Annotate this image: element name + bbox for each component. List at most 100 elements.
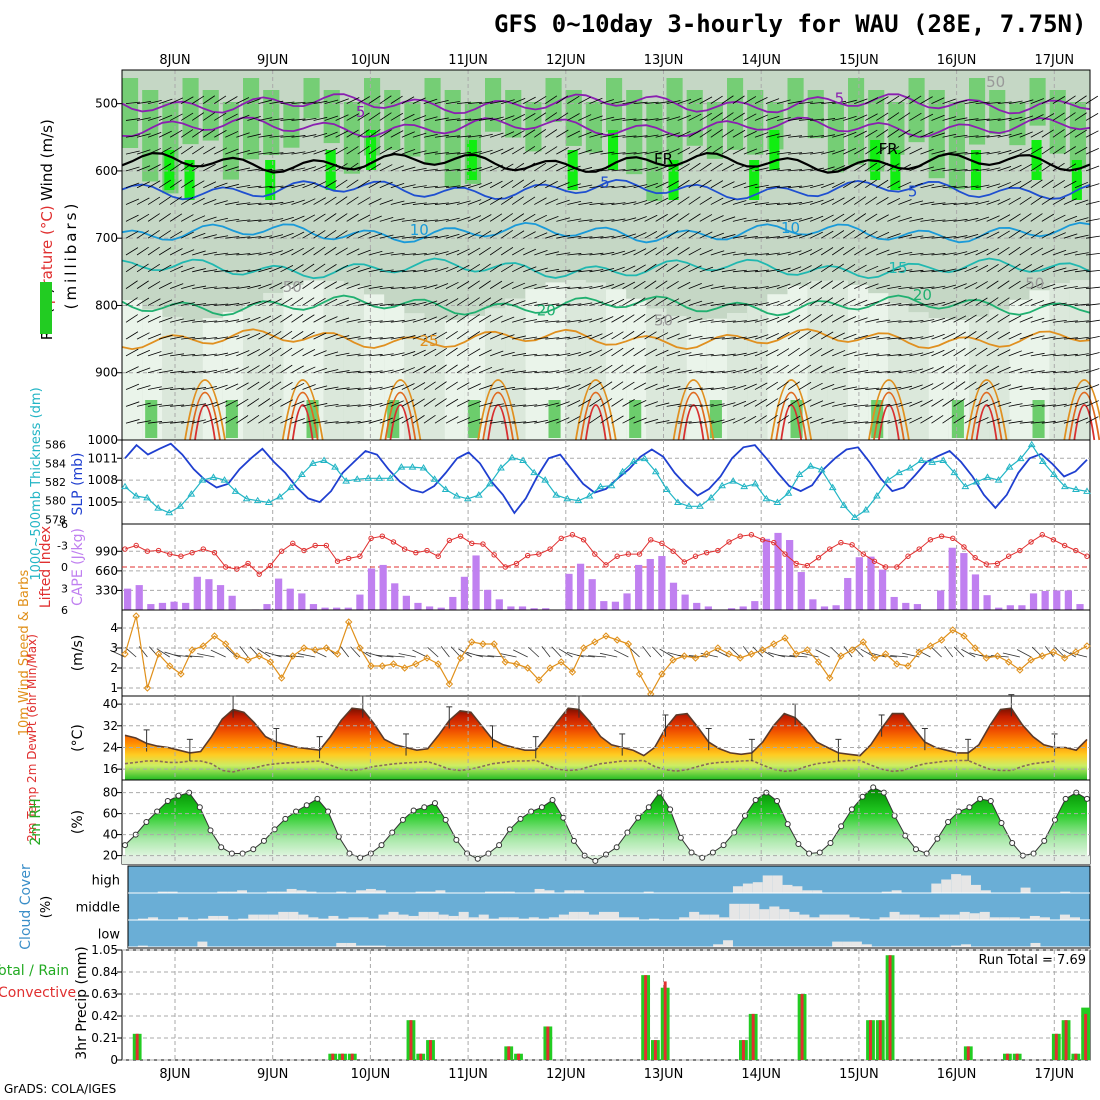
cloud-bar [498, 917, 509, 920]
wind-barb [821, 198, 835, 205]
wind-barb [743, 130, 757, 138]
wind-barb [688, 146, 701, 155]
wind-barb [291, 215, 305, 222]
wind-barb [203, 198, 217, 205]
wind-barb [489, 332, 504, 340]
wind-barb [192, 354, 207, 357]
wind-barb [147, 246, 160, 256]
rh-point [378, 842, 385, 849]
wind-barb [732, 286, 747, 290]
wind-barb [1085, 183, 1100, 189]
wind-barb [478, 349, 492, 357]
wind-barb [501, 334, 515, 340]
cloud-bar [891, 890, 902, 893]
wind-barb [191, 95, 205, 104]
rh-point [1084, 795, 1090, 802]
li-point [703, 549, 710, 556]
wind-speed-point [166, 662, 174, 670]
thickness-point [143, 493, 151, 501]
wind-barb [909, 130, 922, 138]
wind-barb [655, 367, 669, 374]
wind-barb [291, 382, 305, 390]
precip-grid [122, 949, 1090, 1061]
cloud-bar [418, 911, 429, 920]
wind-speed-point [121, 650, 129, 658]
wind-speed-point [848, 646, 856, 654]
wind-barb [1041, 387, 1056, 390]
wind-barb [655, 230, 668, 239]
cloud-bar [318, 918, 329, 920]
wind-barb [986, 264, 999, 273]
wind-barb [699, 370, 714, 374]
wind-barb [302, 230, 315, 239]
surface-barb [558, 648, 573, 658]
wind-barb [721, 146, 735, 155]
wind-barb [258, 398, 271, 407]
wind-barb [600, 398, 613, 407]
cloud-bar [356, 945, 367, 947]
cloud-bar [1009, 917, 1020, 920]
temperature-contour [121, 257, 1091, 280]
wind-barb [953, 299, 967, 306]
wind-barb [302, 401, 317, 407]
wind-barb [159, 369, 173, 374]
wind-barb [743, 218, 758, 222]
wind-barb [523, 179, 536, 189]
wind-barb [214, 269, 229, 273]
rh-point [1051, 816, 1058, 823]
wind-barb [478, 297, 492, 306]
wind-barb [721, 353, 736, 357]
wind-speed-point [143, 684, 152, 692]
wind-barb [1085, 319, 1100, 323]
wind-barb [335, 370, 350, 374]
wind-barb [225, 303, 240, 306]
wind-barb [655, 133, 670, 138]
wind-barb [291, 331, 304, 340]
wind-barb [677, 163, 690, 172]
wind-barb [1063, 353, 1078, 357]
wind-barb [843, 421, 858, 424]
surface-barb [386, 655, 405, 658]
cape-bar [1029, 593, 1038, 610]
wind-barb [147, 333, 162, 340]
cape-bar [193, 576, 201, 610]
precip-convective-bar [409, 1020, 413, 1060]
rh-cell [283, 102, 300, 148]
cloud-bar [534, 888, 545, 893]
cloud-bar [879, 917, 890, 920]
wind-barb [986, 101, 1001, 105]
rh-point [389, 829, 396, 836]
wind-barb [280, 248, 294, 256]
wind-barb [942, 268, 957, 273]
wind-barb [820, 348, 834, 357]
wind-barb [125, 280, 138, 289]
wind-barb [545, 418, 559, 424]
rh-point [774, 798, 781, 804]
wind-barb [225, 113, 238, 121]
wind-barb [611, 364, 624, 374]
wind-barb [158, 230, 171, 239]
thickness-point [707, 493, 715, 501]
wind-barb [920, 184, 935, 189]
precip-tick: 1.05 [91, 943, 118, 957]
wind-barb [920, 335, 935, 340]
wind-barb [214, 352, 229, 357]
wind-barb [390, 286, 405, 290]
wind-barb [1074, 129, 1088, 138]
wind-barb [600, 116, 615, 121]
wind-barb [843, 213, 856, 222]
cloud-bar [969, 913, 980, 920]
wind-barb [148, 421, 163, 424]
wind-barb [809, 348, 823, 357]
wind-barb [765, 284, 780, 290]
wind-barb [534, 285, 549, 290]
wind-barb [578, 286, 593, 290]
li-point [1017, 547, 1023, 554]
wind-barb [743, 148, 758, 155]
wind-barb [390, 352, 405, 357]
wind-barb [589, 219, 604, 222]
surface-barb [599, 652, 618, 658]
wind-barb [567, 270, 582, 273]
cloud-bar [336, 891, 347, 893]
wind-barb [721, 181, 735, 189]
